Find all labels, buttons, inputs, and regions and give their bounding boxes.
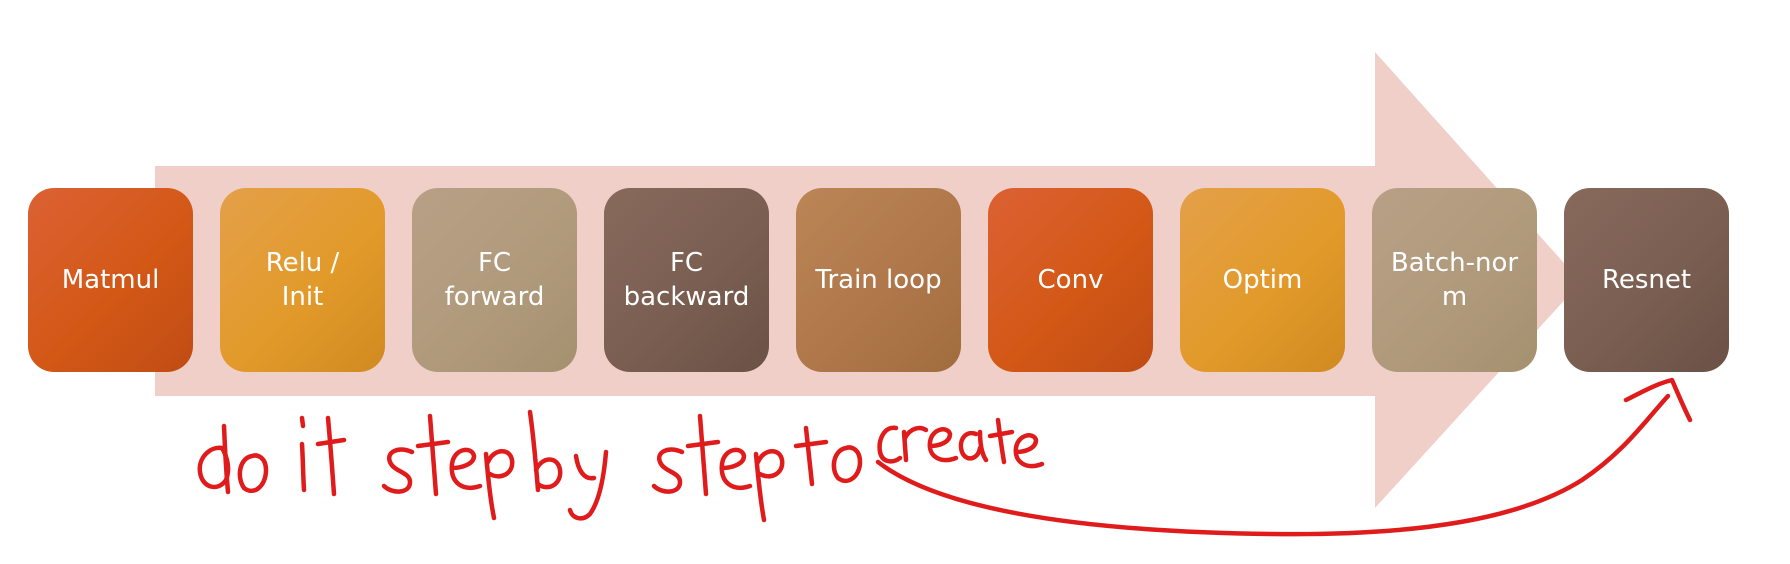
step-label: Train loop — [815, 265, 942, 295]
step-label: Optim — [1222, 265, 1303, 295]
step-conv: Conv — [988, 188, 1153, 372]
step-optim: Optim — [1180, 188, 1345, 372]
step-label: Batch-nor m — [1390, 248, 1519, 312]
step-label: Resnet — [1601, 265, 1692, 295]
step-fc-forward: FC forward — [412, 188, 577, 372]
step-matmul: Matmul — [28, 188, 193, 372]
step-train-loop: Train loop — [796, 188, 961, 372]
step-relu-init: Relu / Init — [220, 188, 385, 372]
step-label: FC backward — [623, 248, 750, 312]
step-label: Matmul — [61, 265, 160, 295]
step-label: Relu / Init — [265, 248, 340, 312]
step-label: Conv — [1037, 265, 1104, 295]
step-batch-norm: Batch-nor m — [1372, 188, 1537, 372]
step-resnet: Resnet — [1564, 188, 1729, 372]
step-label: FC forward — [444, 248, 545, 312]
step-fc-backward: FC backward — [604, 188, 769, 372]
